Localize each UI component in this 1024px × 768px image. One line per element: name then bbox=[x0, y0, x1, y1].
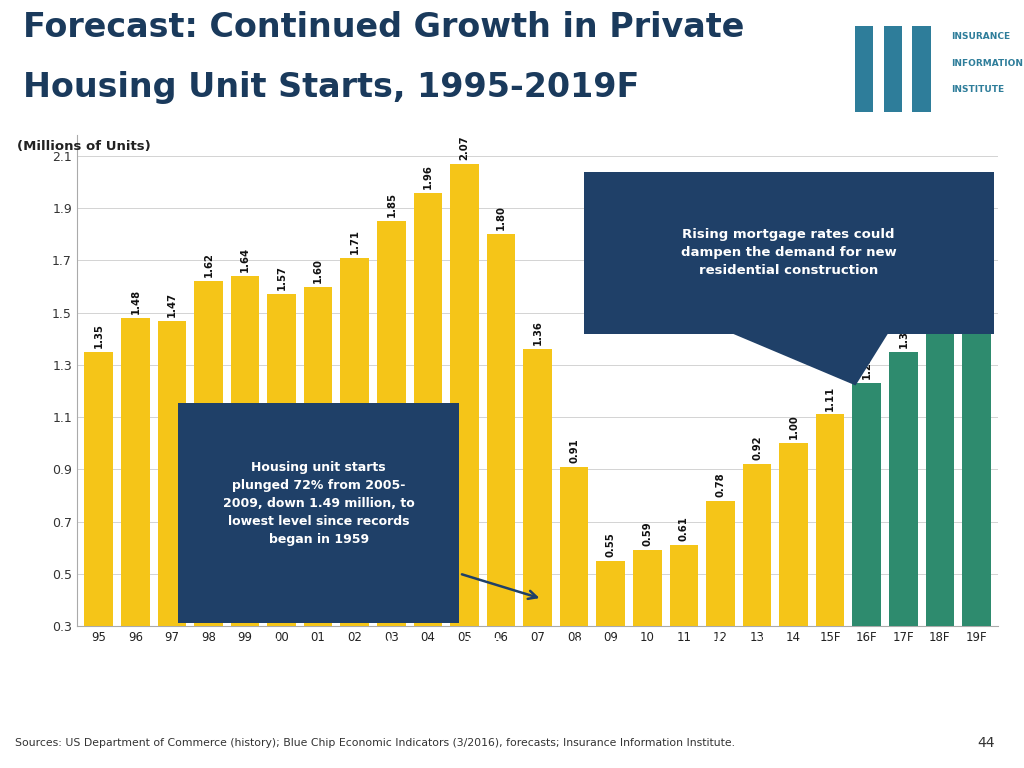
Text: 1.43: 1.43 bbox=[935, 302, 945, 327]
Bar bbox=[304, 286, 333, 626]
Bar bbox=[889, 352, 918, 626]
Bar bbox=[267, 294, 296, 626]
Bar bbox=[560, 467, 589, 626]
Text: 1.11: 1.11 bbox=[825, 386, 836, 411]
Bar bbox=[852, 383, 881, 626]
Bar bbox=[596, 561, 625, 626]
Text: 1.47: 1.47 bbox=[167, 292, 177, 316]
Text: 1.64: 1.64 bbox=[240, 247, 250, 272]
Text: 1.71: 1.71 bbox=[350, 229, 359, 254]
Bar bbox=[816, 415, 845, 626]
Bar bbox=[121, 318, 150, 626]
Text: 1.96: 1.96 bbox=[423, 164, 433, 189]
Bar bbox=[340, 258, 369, 626]
Bar bbox=[523, 349, 552, 626]
Text: Sources: US Department of Commerce (history); Blue Chip Economic Indicators (3/2: Sources: US Department of Commerce (hist… bbox=[14, 738, 735, 748]
Text: 1.46: 1.46 bbox=[972, 294, 981, 319]
Text: 0.59: 0.59 bbox=[642, 521, 652, 546]
Text: 1.00: 1.00 bbox=[788, 415, 799, 439]
FancyBboxPatch shape bbox=[584, 172, 993, 334]
FancyBboxPatch shape bbox=[178, 402, 459, 624]
Bar bbox=[230, 276, 259, 626]
Text: Housing unit starts
plunged 72% from 2005-
2009, down 1.49 million, to
lowest le: Housing unit starts plunged 72% from 200… bbox=[223, 461, 415, 546]
Text: Rising mortgage rates could
dampen the demand for new
residential construction: Rising mortgage rates could dampen the d… bbox=[681, 228, 897, 277]
Text: INFORMATION: INFORMATION bbox=[951, 59, 1023, 68]
Text: 0.61: 0.61 bbox=[679, 516, 689, 541]
Text: 1.23: 1.23 bbox=[862, 355, 871, 379]
Text: 0.91: 0.91 bbox=[569, 438, 580, 463]
Text: 1.62: 1.62 bbox=[204, 253, 213, 277]
Bar bbox=[742, 464, 771, 626]
Text: 1.48: 1.48 bbox=[130, 289, 140, 314]
Text: Forecast: Continued Growth in Private: Forecast: Continued Growth in Private bbox=[23, 11, 743, 44]
Text: INSTITUTE: INSTITUTE bbox=[951, 85, 1005, 94]
Text: 1.35: 1.35 bbox=[898, 323, 908, 348]
Text: 1.36: 1.36 bbox=[532, 320, 543, 346]
Text: Housing Unit Starts, 1995-2019F: Housing Unit Starts, 1995-2019F bbox=[23, 71, 639, 104]
Text: 1.85: 1.85 bbox=[386, 193, 396, 217]
Bar bbox=[912, 26, 931, 112]
Bar bbox=[884, 26, 902, 112]
Polygon shape bbox=[729, 332, 889, 386]
Text: 0.78: 0.78 bbox=[716, 472, 725, 497]
Text: 0.55: 0.55 bbox=[606, 532, 615, 557]
Text: 2.07: 2.07 bbox=[460, 135, 469, 160]
Text: Housing starts are climbing slowly. Recently, the fastest growth is in multi-
un: Housing starts are climbing slowly. Rece… bbox=[187, 638, 831, 697]
Bar bbox=[414, 193, 442, 626]
Text: (Millions of Units): (Millions of Units) bbox=[16, 140, 151, 153]
Bar bbox=[670, 545, 698, 626]
Text: 44: 44 bbox=[977, 736, 995, 750]
Bar bbox=[855, 26, 873, 112]
Text: 1.35: 1.35 bbox=[94, 323, 103, 348]
Text: INSURANCE: INSURANCE bbox=[951, 32, 1011, 41]
Bar bbox=[633, 550, 662, 626]
Text: 0.92: 0.92 bbox=[752, 435, 762, 460]
Bar bbox=[486, 234, 515, 626]
Text: 1.60: 1.60 bbox=[313, 258, 324, 283]
Bar bbox=[451, 164, 478, 626]
Text: 1.57: 1.57 bbox=[276, 266, 287, 290]
Text: 1.80: 1.80 bbox=[496, 206, 506, 230]
Bar bbox=[779, 443, 808, 626]
Bar bbox=[158, 320, 186, 626]
Bar bbox=[84, 352, 113, 626]
Bar bbox=[926, 331, 954, 626]
Bar bbox=[963, 323, 991, 626]
Bar bbox=[377, 221, 406, 626]
Bar bbox=[195, 281, 222, 626]
Bar bbox=[707, 501, 735, 626]
